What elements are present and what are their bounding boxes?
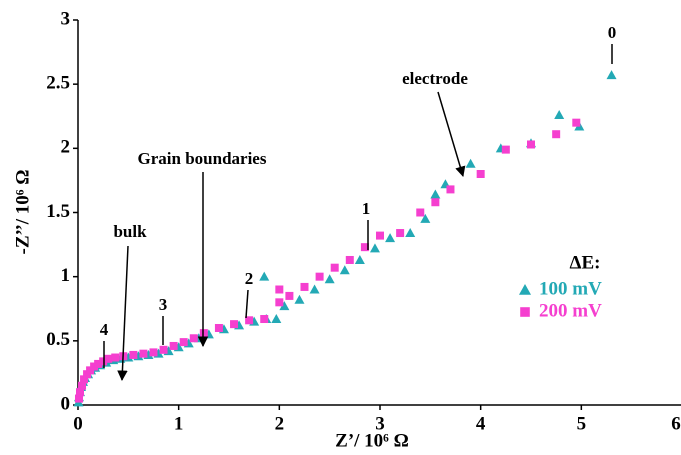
data-point: [416, 208, 425, 217]
data-point: [104, 354, 113, 363]
y-tick-label: 1: [61, 265, 71, 286]
x-tick-label: 0: [73, 413, 83, 434]
y-tick-label: 3: [61, 8, 71, 29]
x-axis-label: Z’/ 10⁶ Ω: [335, 430, 409, 451]
data-point: [76, 388, 85, 397]
data-point: [572, 118, 581, 127]
data-point: [476, 170, 485, 178]
annotation: 3: [159, 295, 168, 314]
data-point: [376, 231, 384, 240]
data-point: [430, 189, 441, 199]
data-point: [396, 229, 405, 238]
legend-title: ΔE:: [570, 252, 601, 273]
annotation: Grain boundaries: [138, 149, 267, 168]
data-point: [179, 338, 188, 347]
legend-label: 100 mV: [539, 278, 602, 299]
data-point: [111, 353, 120, 362]
data-point: [189, 334, 198, 343]
legend-label: 200 mV: [539, 300, 602, 321]
data-point: [78, 381, 87, 390]
annotation: 4: [100, 320, 109, 339]
data-point: [446, 185, 455, 194]
y-tick-label: 2: [61, 137, 71, 158]
data-point: [245, 316, 254, 325]
data-point: [199, 329, 208, 338]
legend-marker: [519, 284, 531, 295]
data-point: [309, 284, 320, 294]
y-tick-label: 0: [61, 393, 71, 414]
data-point: [360, 243, 369, 252]
data-point: [465, 158, 476, 168]
data-point: [159, 345, 168, 354]
annotation: bulk: [113, 222, 147, 241]
annotation: 1: [362, 199, 371, 218]
annotation: 0: [608, 23, 617, 42]
y-tick-label: 1.5: [46, 201, 70, 222]
data-point: [330, 263, 339, 272]
x-tick-label: 3: [375, 413, 385, 434]
y-axis-label: -Z’’/ 10⁶ Ω: [12, 170, 33, 255]
x-tick-label: 5: [577, 413, 587, 434]
data-point: [606, 70, 617, 80]
data-point: [230, 320, 239, 329]
data-point: [501, 145, 510, 154]
data-point: [300, 282, 309, 291]
data-point: [315, 272, 324, 281]
data-point: [369, 243, 380, 253]
y-tick-label: 0.5: [46, 329, 70, 350]
data-point: [345, 255, 354, 264]
data-point: [129, 350, 138, 359]
data-point: [260, 315, 269, 324]
data-point: [149, 348, 158, 357]
data-point: [285, 291, 294, 300]
data-point: [275, 298, 284, 307]
x-tick-label: 2: [275, 413, 285, 434]
data-point: [169, 341, 178, 350]
x-tick-label: 4: [476, 413, 486, 434]
data-point: [405, 228, 416, 238]
y-tick-label: 2.5: [46, 73, 70, 94]
data-point: [294, 294, 305, 304]
data-point: [385, 233, 396, 243]
data-point: [75, 394, 84, 403]
data-point: [214, 324, 223, 332]
annotation-arrow: [437, 91, 466, 178]
data-point: [420, 213, 431, 223]
data-point: [339, 265, 350, 275]
data-point: [279, 301, 290, 311]
data-point: [139, 349, 148, 358]
x-tick-label: 1: [174, 413, 184, 434]
data-point: [431, 198, 440, 207]
annotation: electrode: [402, 69, 468, 88]
annotation: 2: [245, 269, 254, 288]
data-point: [271, 314, 282, 324]
x-tick-label: 6: [671, 413, 681, 434]
annotation-arrow: [245, 289, 249, 319]
data-point: [324, 274, 335, 284]
data-point: [259, 271, 270, 281]
annotation-arrow: [117, 245, 129, 382]
data-point: [527, 140, 535, 149]
data-point: [354, 254, 365, 264]
legend-marker: [520, 307, 530, 317]
data-point: [275, 285, 284, 294]
data-point: [554, 109, 565, 119]
data-point: [552, 130, 561, 139]
